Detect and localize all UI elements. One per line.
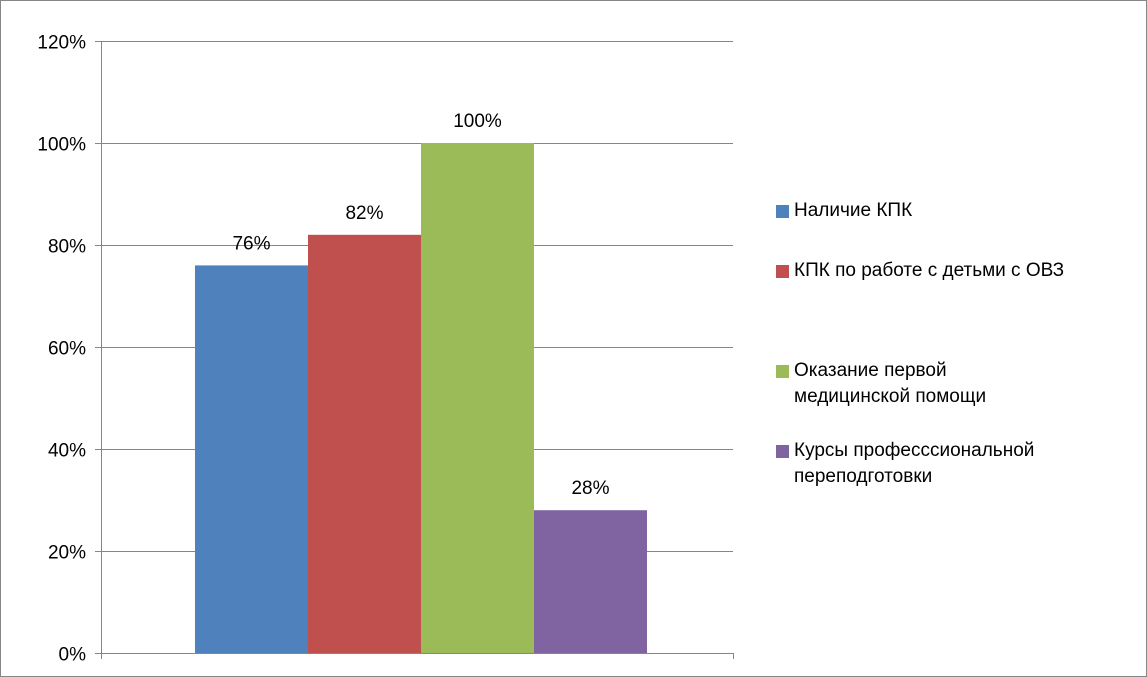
legend-item-nalichie-kpk: Наличие КПК [776, 198, 1094, 224]
legend-swatch-purple [776, 445, 789, 458]
y-tick-label: 80% [48, 237, 86, 258]
legend-item-retraining: Курсы професссиональной переподготовки [776, 438, 1094, 490]
legend-swatch-blue [776, 205, 789, 218]
y-tick-label: 40% [48, 441, 86, 462]
legend-item-first-aid: Оказание первой медицинской помощи [776, 358, 1094, 410]
legend-label-line-2: переподготовки [794, 466, 933, 487]
legend-label-line-2: медицинской помощи [794, 386, 987, 407]
y-tick-label: 60% [48, 339, 86, 360]
y-tick-label: 120% [37, 33, 86, 54]
data-label-series-4: 28% [571, 478, 609, 499]
bar-series-4 [534, 510, 647, 653]
data-label-series-3: 100% [453, 111, 502, 132]
y-tick-label: 100% [37, 135, 86, 156]
bar-series-1 [195, 265, 308, 653]
legend-label-line-1: Курсы професссиональной [794, 440, 1035, 461]
legend-swatch-red [776, 265, 789, 278]
y-tick-label: 0% [59, 645, 87, 666]
legend-label-line-1: Оказание первой [794, 360, 947, 381]
legend-item-kpk-ovz: КПК по работе с детьми с ОВЗ [776, 258, 1094, 284]
y-tick-label: 20% [48, 543, 86, 564]
legend-label: Наличие КПК [794, 200, 913, 221]
bar-series-2 [308, 234, 421, 654]
data-label-series-1: 76% [232, 233, 270, 254]
bar-series-3 [421, 143, 534, 653]
data-label-series-2: 82% [345, 203, 383, 224]
legend-label: КПК по работе с детьми с ОВЗ [794, 260, 1065, 281]
legend-swatch-green [776, 365, 789, 378]
